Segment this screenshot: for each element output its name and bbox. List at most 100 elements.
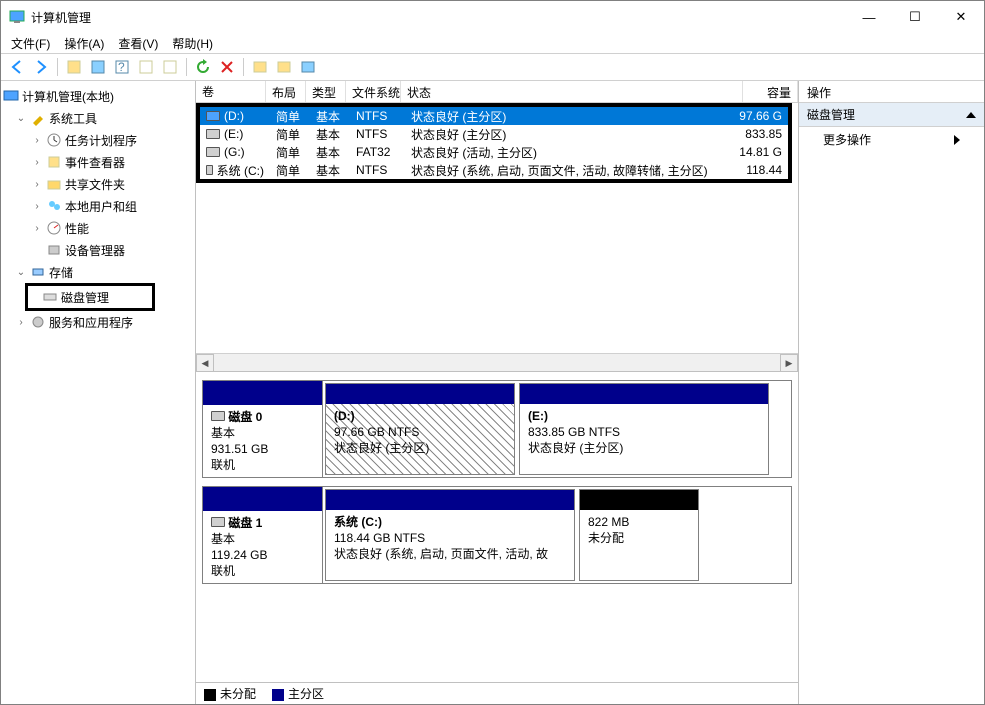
back-button[interactable] bbox=[7, 57, 27, 77]
app-window: 计算机管理 — ☐ ✕ 文件(F) 操作(A) 查看(V) 帮助(H) ? bbox=[0, 0, 985, 705]
drive-icon bbox=[206, 129, 220, 139]
tree-services[interactable]: ›服务和应用程序 bbox=[1, 311, 195, 333]
drive-icon bbox=[211, 517, 225, 527]
tree-diskmgr[interactable]: 磁盘管理 bbox=[28, 286, 152, 308]
drive-icon bbox=[211, 411, 225, 421]
refresh-button[interactable] bbox=[193, 57, 213, 77]
tree-pane: 计算机管理(本地) ⌄ 系统工具 ›任务计划程序 ›事件查看器 ›共享文件夹 ›… bbox=[1, 81, 196, 704]
expand-icon[interactable]: › bbox=[31, 157, 43, 168]
legend-unalloc: 未分配 bbox=[204, 685, 256, 702]
toolbar-icon-1[interactable] bbox=[64, 57, 84, 77]
actions-subheader[interactable]: 磁盘管理 bbox=[799, 103, 984, 127]
disk-graphic-area: 磁盘 0基本931.51 GB联机(D:)97.66 GB NTFS状态良好 (… bbox=[196, 371, 798, 682]
volume-row[interactable]: (G:)简单基本FAT32状态良好 (活动, 主分区)14.81 G bbox=[200, 143, 788, 161]
col-fs[interactable]: 文件系统 bbox=[346, 81, 401, 102]
disk-row: 磁盘 1基本119.24 GB联机系统 (C:)118.44 GB NTFS状态… bbox=[202, 486, 792, 584]
menu-file[interactable]: 文件(F) bbox=[11, 35, 50, 52]
toolbar-icon-5[interactable] bbox=[160, 57, 180, 77]
list-header: 卷 布局 类型 文件系统 状态 容量 bbox=[196, 81, 798, 103]
menubar: 文件(F) 操作(A) 查看(V) 帮助(H) bbox=[1, 33, 984, 53]
menu-help[interactable]: 帮助(H) bbox=[172, 35, 213, 52]
horizontal-scrollbar[interactable]: ◀ ▶ bbox=[196, 353, 798, 371]
scroll-right-icon[interactable]: ▶ bbox=[780, 354, 798, 372]
volume-box[interactable]: 系统 (C:)118.44 GB NTFS状态良好 (系统, 启动, 页面文件,… bbox=[325, 489, 575, 581]
volume-list: 卷 布局 类型 文件系统 状态 容量 (D:)简单基本NTFS状态良好 (主分区… bbox=[196, 81, 798, 371]
window-title: 计算机管理 bbox=[31, 9, 846, 26]
expand-icon[interactable]: › bbox=[31, 179, 43, 190]
list-rows-highlight: (D:)简单基本NTFS状态良好 (主分区)97.66 G(E:)简单基本NTF… bbox=[196, 103, 792, 183]
chevron-right-icon bbox=[954, 135, 960, 145]
volume-box[interactable]: 822 MB未分配 bbox=[579, 489, 699, 581]
delete-button[interactable] bbox=[217, 57, 237, 77]
disk-info: 磁盘 0基本931.51 GB联机 bbox=[203, 381, 323, 477]
tree-devmgr[interactable]: ›设备管理器 bbox=[1, 239, 195, 261]
storage-icon bbox=[30, 264, 46, 280]
toolbar-icon-4[interactable] bbox=[136, 57, 156, 77]
toolbar-icon-8[interactable] bbox=[298, 57, 318, 77]
volume-row[interactable]: (D:)简单基本NTFS状态良好 (主分区)97.66 G bbox=[200, 107, 788, 125]
toolbar: ? bbox=[1, 53, 984, 81]
services-icon bbox=[30, 314, 46, 330]
minimize-button[interactable]: — bbox=[846, 1, 892, 33]
tree-systools[interactable]: ⌄ 系统工具 bbox=[1, 107, 195, 129]
col-capacity[interactable]: 容量 bbox=[743, 81, 798, 102]
clock-icon bbox=[46, 132, 62, 148]
menu-action[interactable]: 操作(A) bbox=[64, 35, 104, 52]
drive-icon bbox=[206, 165, 213, 175]
main-pane: 卷 布局 类型 文件系统 状态 容量 (D:)简单基本NTFS状态良好 (主分区… bbox=[196, 81, 799, 704]
expand-icon[interactable]: › bbox=[31, 223, 43, 234]
folder-icon bbox=[46, 176, 62, 192]
forward-button[interactable] bbox=[31, 57, 51, 77]
collapse-up-icon[interactable] bbox=[966, 112, 976, 118]
actions-more[interactable]: 更多操作 bbox=[799, 127, 984, 152]
volume-row[interactable]: 系统 (C:)简单基本NTFS状态良好 (系统, 启动, 页面文件, 活动, 故… bbox=[200, 161, 788, 179]
app-icon bbox=[9, 9, 25, 25]
legend: 未分配 主分区 bbox=[196, 682, 798, 704]
tree-task[interactable]: ›任务计划程序 bbox=[1, 129, 195, 151]
expand-icon[interactable]: › bbox=[31, 135, 43, 146]
legend-primary: 主分区 bbox=[272, 685, 324, 702]
toolbar-icon-6[interactable] bbox=[250, 57, 270, 77]
tree-perf[interactable]: ›性能 bbox=[1, 217, 195, 239]
collapse-icon[interactable]: ⌄ bbox=[15, 113, 27, 124]
tree-event[interactable]: ›事件查看器 bbox=[1, 151, 195, 173]
tools-icon bbox=[30, 110, 46, 126]
col-type[interactable]: 类型 bbox=[306, 81, 346, 102]
body: 计算机管理(本地) ⌄ 系统工具 ›任务计划程序 ›事件查看器 ›共享文件夹 ›… bbox=[1, 81, 984, 704]
tree-highlight-box: 磁盘管理 bbox=[25, 283, 155, 311]
perf-icon bbox=[46, 220, 62, 236]
drive-icon bbox=[206, 147, 220, 157]
tree-storage[interactable]: ⌄存储 bbox=[1, 261, 195, 283]
titlebar: 计算机管理 — ☐ ✕ bbox=[1, 1, 984, 33]
device-icon bbox=[46, 242, 62, 258]
actions-pane: 操作 磁盘管理 更多操作 bbox=[799, 81, 984, 704]
toolbar-icon-3[interactable]: ? bbox=[112, 57, 132, 77]
close-button[interactable]: ✕ bbox=[938, 1, 984, 33]
tree-users[interactable]: ›本地用户和组 bbox=[1, 195, 195, 217]
computer-icon bbox=[3, 88, 19, 104]
col-layout[interactable]: 布局 bbox=[266, 81, 306, 102]
users-icon bbox=[46, 198, 62, 214]
col-volume[interactable]: 卷 bbox=[196, 81, 266, 102]
actions-header: 操作 bbox=[799, 81, 984, 103]
scroll-left-icon[interactable]: ◀ bbox=[196, 354, 214, 372]
collapse-icon[interactable]: ⌄ bbox=[15, 267, 27, 278]
disk-icon bbox=[42, 289, 58, 305]
tree-root[interactable]: 计算机管理(本地) bbox=[1, 85, 195, 107]
svg-text:?: ? bbox=[118, 60, 125, 74]
menu-view[interactable]: 查看(V) bbox=[118, 35, 158, 52]
drive-icon bbox=[206, 111, 220, 121]
expand-icon[interactable]: › bbox=[15, 317, 27, 328]
tree-shared[interactable]: ›共享文件夹 bbox=[1, 173, 195, 195]
col-status[interactable]: 状态 bbox=[401, 81, 743, 102]
disk-info: 磁盘 1基本119.24 GB联机 bbox=[203, 487, 323, 583]
volume-box[interactable]: (D:)97.66 GB NTFS状态良好 (主分区) bbox=[325, 383, 515, 475]
disk-row: 磁盘 0基本931.51 GB联机(D:)97.66 GB NTFS状态良好 (… bbox=[202, 380, 792, 478]
volume-box[interactable]: (E:)833.85 GB NTFS状态良好 (主分区) bbox=[519, 383, 769, 475]
volume-row[interactable]: (E:)简单基本NTFS状态良好 (主分区)833.85 bbox=[200, 125, 788, 143]
expand-icon[interactable]: › bbox=[31, 201, 43, 212]
toolbar-icon-7[interactable] bbox=[274, 57, 294, 77]
event-icon bbox=[46, 154, 62, 170]
toolbar-icon-2[interactable] bbox=[88, 57, 108, 77]
maximize-button[interactable]: ☐ bbox=[892, 1, 938, 33]
